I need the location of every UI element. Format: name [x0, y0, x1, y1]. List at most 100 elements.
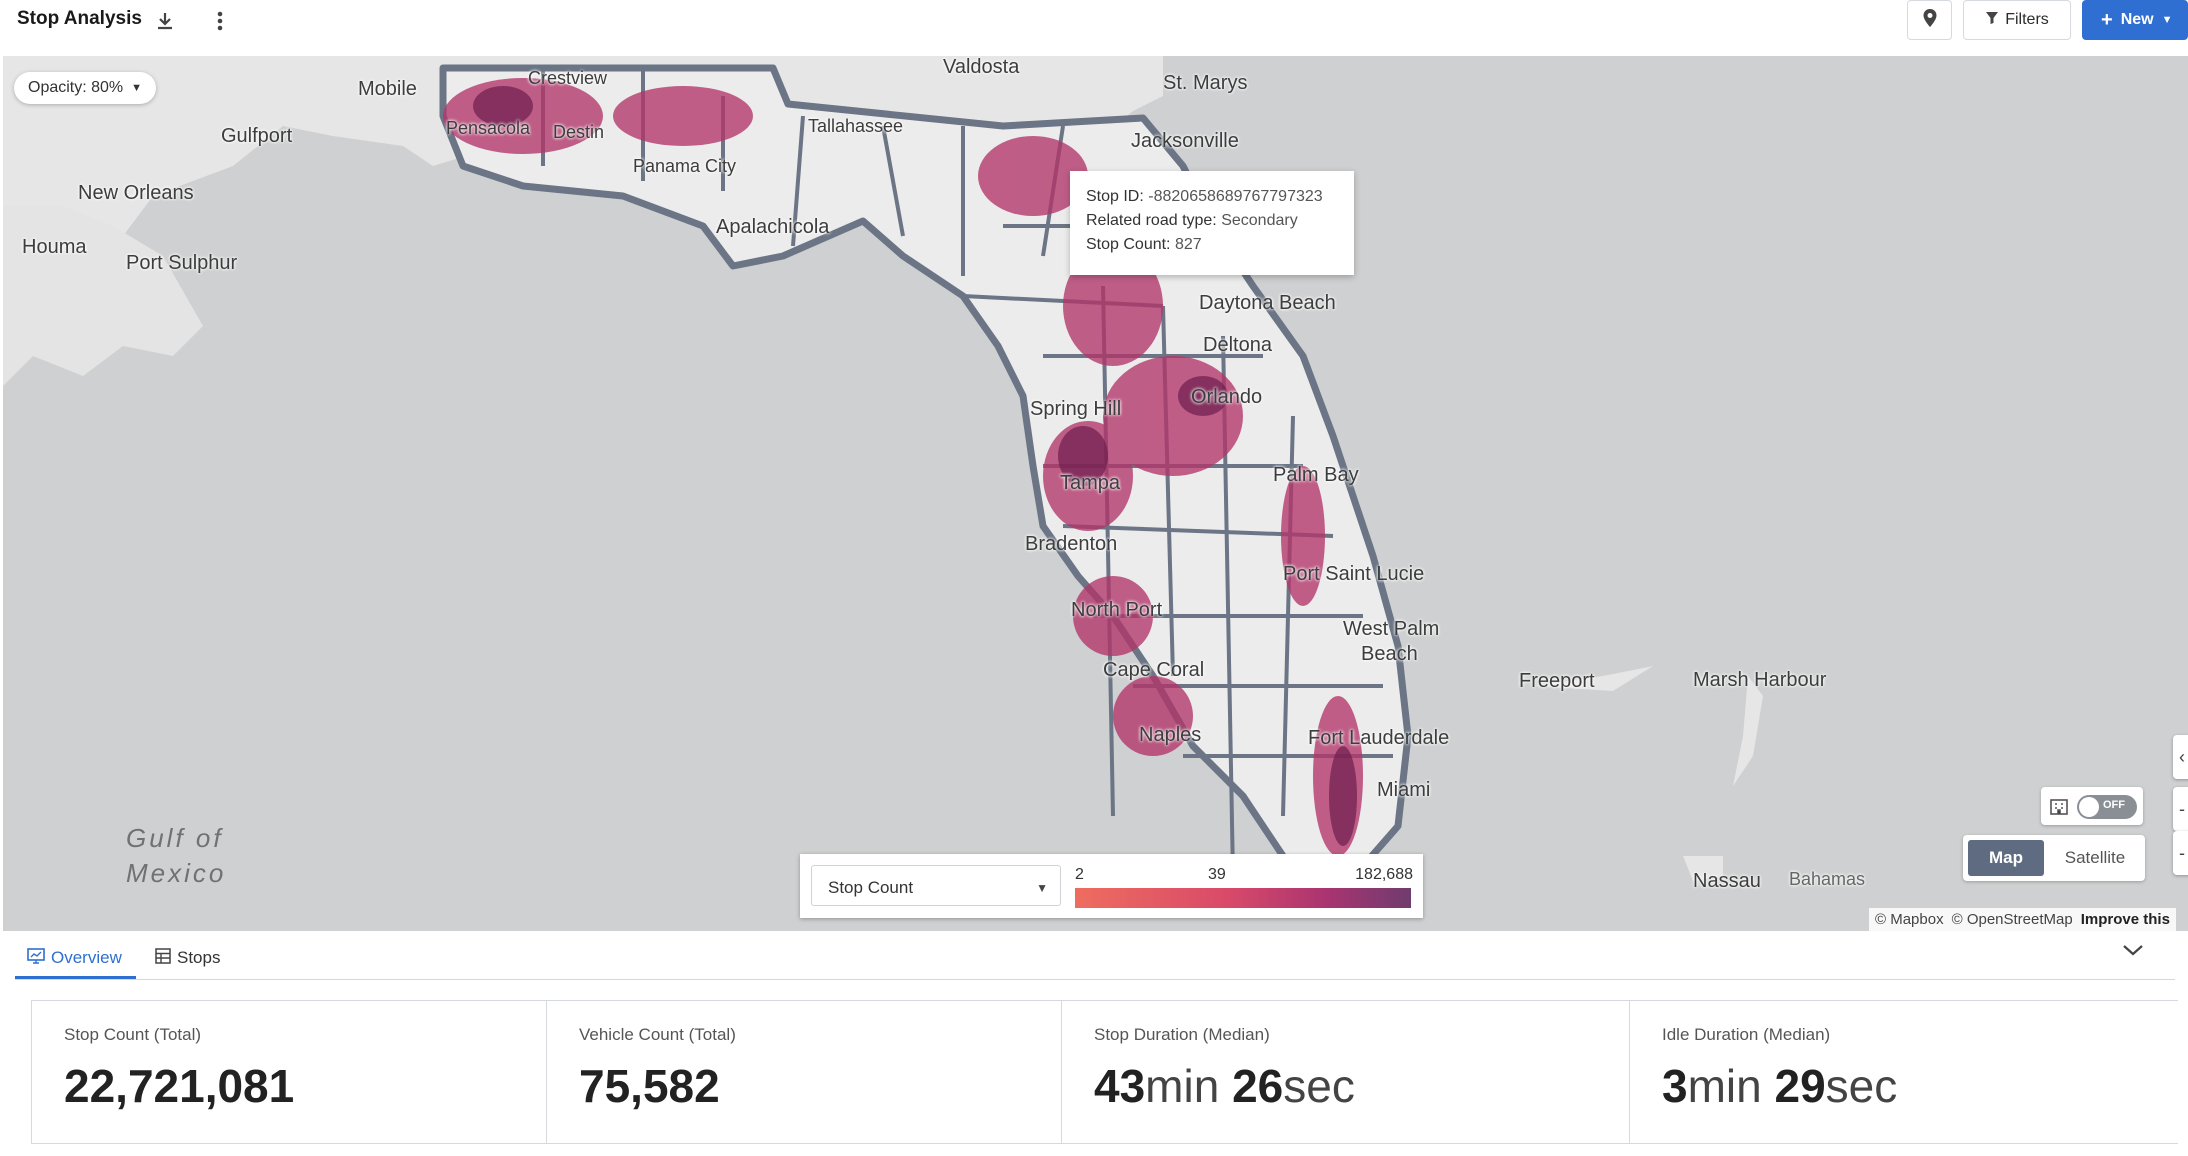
city-label: St. Marys — [1163, 72, 1248, 94]
kpi-unit: sec — [1825, 1060, 1898, 1112]
map-style-map-button[interactable]: Map — [1968, 840, 2044, 876]
osm-attribution[interactable]: © OpenStreetMap — [1951, 911, 2073, 928]
city-label: New Orleans — [78, 182, 194, 204]
kpi-card-vehicle-count: Vehicle Count (Total) 75,582 — [547, 1001, 1062, 1143]
kpi-value: 3min 29sec — [1662, 1059, 1897, 1113]
kpi-card-stop-duration: Stop Duration (Median) 43min 26sec — [1062, 1001, 1630, 1143]
mapbox-attribution[interactable]: © Mapbox — [1875, 911, 1944, 928]
city-label: Fort Lauderdale — [1308, 727, 1450, 749]
city-label: West Palm — [1343, 618, 1440, 640]
kpi-label: Stop Count (Total) — [64, 1025, 202, 1044]
side-collapse-button[interactable]: ‹ — [2173, 735, 2188, 779]
city-label: Jacksonville — [1131, 130, 1239, 152]
header-bar: Stop Analysis Filters + New ▼ — [0, 0, 2188, 56]
kpi-panel: Stop Count (Total) 22,721,081 Vehicle Co… — [31, 1000, 2178, 1144]
city-label: Spring Hill — [1030, 398, 1122, 420]
plus-icon: + — [2101, 9, 2113, 31]
toggle-knob — [2079, 797, 2099, 817]
download-icon[interactable] — [150, 6, 180, 36]
tab-overview[interactable]: Overview — [27, 940, 122, 976]
city-label: Tampa — [1060, 472, 1121, 494]
kpi-unit: min — [1687, 1060, 1762, 1112]
kpi-value: 22,721,081 — [64, 1060, 295, 1112]
water-label: Gulf of Mexico — [126, 821, 226, 891]
city-label: Daytona Beach — [1199, 292, 1336, 314]
new-label: New — [2120, 11, 2154, 28]
feature-tooltip: Stop ID: -8820658689767797323 Related ro… — [1070, 171, 1354, 275]
map-view[interactable]: Opacity: 80% ▼ Valdosta St. Marys Mobile… — [3, 56, 2188, 931]
kpi-label: Vehicle Count (Total) — [579, 1025, 736, 1044]
kpi-number: 29 — [1774, 1060, 1826, 1112]
kpi-value: 43min 26sec — [1094, 1059, 1355, 1113]
new-button[interactable]: + New ▼ — [2082, 0, 2188, 40]
city-label: Orlando — [1191, 386, 1263, 408]
metric-select-value: Stop Count — [828, 878, 914, 897]
kpi-card-stop-count: Stop Count (Total) 22,721,081 — [32, 1001, 547, 1143]
city-label: Houma — [22, 236, 87, 258]
city-label: Gulfport — [221, 125, 293, 147]
kpi-value: 75,582 — [579, 1060, 720, 1112]
zoom-out-button[interactable]: - — [2173, 831, 2188, 875]
more-options-icon[interactable] — [205, 6, 235, 36]
city-label: Cape Coral — [1103, 659, 1205, 681]
tooltip-key: Related road type: — [1086, 212, 1217, 229]
city-label: Marsh Harbour — [1693, 669, 1827, 691]
table-icon — [155, 947, 171, 969]
map-attribution: © Mapbox © OpenStreetMap Improve this — [1869, 908, 2176, 931]
improve-map-link[interactable]: Improve this — [2080, 911, 2170, 928]
city-label: North Port — [1071, 599, 1163, 621]
map-legend: Stop Count ▼ 2 39 182,688 — [800, 854, 1423, 918]
city-label: Apalachicola — [716, 216, 830, 238]
caret-down-icon: ▼ — [1036, 881, 1048, 895]
city-label: Bahamas — [1789, 869, 1866, 889]
tab-stops-label: Stops — [177, 948, 221, 967]
city-label: Panama City — [633, 156, 737, 176]
tooltip-value: -8820658689767797323 — [1148, 188, 1323, 205]
tooltip-value: 827 — [1174, 236, 1202, 253]
tab-stops[interactable]: Stops — [155, 940, 220, 976]
buildings-toggle[interactable]: OFF — [2077, 795, 2137, 819]
city-label: Nassau — [1693, 870, 1761, 892]
plus-icon: - — [2179, 798, 2185, 819]
city-label: Miami — [1377, 779, 1431, 801]
minus-icon: - — [2179, 842, 2185, 863]
chevron-left-icon: ‹ — [2179, 746, 2185, 767]
legend-min: 2 — [1075, 866, 1084, 883]
legend-gradient — [1075, 888, 1411, 908]
city-label: Beach — [1361, 643, 1418, 665]
zoom-in-button[interactable]: - — [2173, 787, 2188, 831]
kpi-number: 43 — [1094, 1060, 1146, 1112]
building-icon — [2049, 796, 2069, 821]
tooltip-key: Stop ID: — [1086, 188, 1144, 205]
legend-max: 182,688 — [1355, 866, 1413, 883]
city-label: Crestview — [528, 68, 608, 88]
city-label: Mobile — [358, 78, 417, 100]
page-title: Stop Analysis — [17, 8, 142, 29]
buildings-toggle-control: OFF — [2041, 787, 2143, 825]
active-tab-indicator — [15, 976, 136, 980]
city-label: Deltona — [1203, 334, 1272, 356]
city-label: Pensacola — [446, 118, 531, 138]
tooltip-row: Stop ID: -8820658689767797323 — [1086, 185, 1338, 209]
tab-bar: Overview Stops — [0, 931, 2188, 981]
location-button[interactable] — [1907, 0, 1952, 40]
opacity-dropdown[interactable]: Opacity: 80% ▼ — [14, 72, 157, 104]
kpi-number: 26 — [1232, 1060, 1284, 1112]
kpi-label: Idle Duration (Median) — [1662, 1025, 1831, 1044]
city-label: Port Sulphur — [126, 252, 238, 274]
filters-button[interactable]: Filters — [1963, 0, 2071, 40]
map-style-switch: Map Satellite — [1963, 835, 2145, 881]
kpi-label: Stop Duration (Median) — [1094, 1025, 1270, 1044]
city-label: Palm Bay — [1273, 464, 1359, 486]
collapse-panel-button[interactable] — [2118, 937, 2148, 967]
city-label: Valdosta — [943, 56, 1020, 78]
city-label: Naples — [1139, 724, 1202, 746]
map-style-satellite-button[interactable]: Satellite — [2064, 848, 2126, 867]
caret-down-icon: ▼ — [2161, 14, 2173, 26]
kpi-number: 3 — [1662, 1060, 1688, 1112]
metric-select[interactable]: Stop Count ▼ — [811, 865, 1061, 906]
kpi-unit: min — [1145, 1060, 1220, 1112]
caret-down-icon: ▼ — [131, 82, 143, 94]
tooltip-value: Secondary — [1221, 212, 1298, 229]
tooltip-row: Related road type: Secondary — [1086, 209, 1338, 233]
